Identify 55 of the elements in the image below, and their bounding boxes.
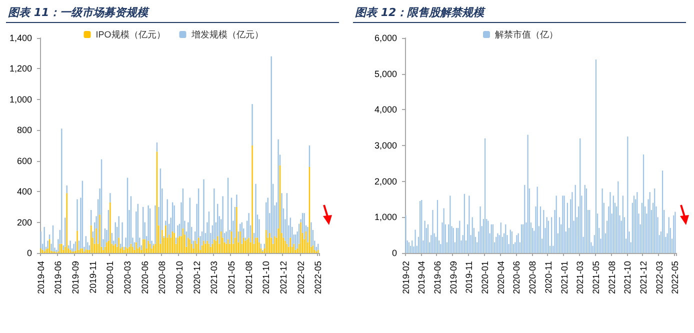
x-tick-label: 2020-08 (528, 261, 538, 294)
legend-label: IPO规模（亿元） (96, 30, 166, 40)
x-tick-label: 2020-06 (140, 261, 150, 294)
x-tick-label: 2021-10 (622, 261, 633, 294)
y-tick-label: 1,000 (9, 94, 32, 104)
x-tick-label: 2021-05 (590, 261, 601, 294)
x-tick-label: 2019-11 (464, 261, 474, 294)
x-tick-label: 2021-03 (209, 261, 220, 294)
x-tick-label: 2021-08 (606, 261, 617, 294)
x-tick-label: 2020-08 (157, 261, 168, 294)
x-tick-label: 2020-11 (543, 261, 554, 294)
x-tick-label: 2020-04 (496, 261, 506, 294)
y-tick-label: 5,000 (374, 68, 397, 79)
x-tick-label: 2019-02 (400, 261, 411, 294)
y-tick-label: 800 (16, 125, 32, 136)
x-tick-label: 2021-05 (226, 261, 236, 294)
chart-title: 图表 11：一级市场募资规模 (6, 0, 339, 23)
x-tick-label: 2019-06 (53, 261, 64, 294)
legend-label: 增发规模（亿元） (190, 30, 264, 40)
x-tick-label: 2021-12 (638, 261, 649, 294)
x-tick-label: 2021-03 (575, 261, 586, 294)
x-tick-label: 2019-09 (448, 261, 458, 294)
x-tick-label: 2019-06 (432, 261, 442, 294)
legend-label: 解禁市值（亿） (495, 30, 558, 40)
x-tick-label: 2020-03 (122, 261, 133, 294)
x-tick-label: 2022-05 (670, 261, 680, 294)
x-tick-label: 2021-08 (244, 261, 254, 294)
y-tick-label: 600 (16, 156, 32, 166)
x-tick-label: 2021-01 (559, 261, 570, 294)
y-tick-label: 1,400 (9, 33, 32, 43)
x-tick-label: 2020-01 (105, 261, 116, 294)
x-tick-label: 2019-11 (88, 261, 98, 294)
y-tick-label: 0 (26, 248, 32, 258)
x-tick-label: 2019-09 (70, 261, 81, 294)
x-tick-label: 2020-12 (192, 261, 202, 294)
x-tick-label: 2019-04 (416, 261, 427, 294)
y-tick-label: 2,000 (374, 176, 397, 186)
x-tick-label: 2021-10 (261, 261, 272, 294)
y-tick-label: 1,000 (374, 212, 397, 222)
y-tick-label: 0 (392, 248, 397, 258)
y-tick-label: 200 (16, 217, 32, 228)
x-tick-label: 2022-03 (654, 261, 664, 294)
y-tick-label: 400 (16, 186, 32, 197)
x-tick-label: 2019-04 (36, 261, 46, 294)
chart-title: 图表 12：限售股解禁规模 (353, 0, 686, 23)
x-tick-label: 2020-10 (174, 261, 184, 294)
y-tick-label: 1,200 (9, 64, 32, 74)
x-tick-label: 2022-02 (296, 261, 306, 294)
x-tick-label: 2021-12 (278, 261, 288, 294)
y-tick-label: 3,000 (374, 140, 397, 150)
x-tick-label: 2020-06 (512, 261, 522, 294)
y-tick-label: 6,000 (374, 33, 397, 43)
x-tick-label: 2022-05 (313, 261, 324, 294)
x-tick-label: 2020-01 (480, 261, 490, 294)
y-tick-label: 4,000 (374, 104, 397, 115)
